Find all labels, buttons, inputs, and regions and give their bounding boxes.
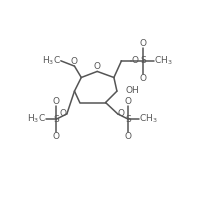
Text: O: O xyxy=(131,56,138,65)
Text: S: S xyxy=(125,115,130,124)
Text: O: O xyxy=(139,74,146,83)
Text: O: O xyxy=(71,57,78,66)
Text: O: O xyxy=(117,109,124,118)
Text: CH$_3$: CH$_3$ xyxy=(138,113,157,125)
Text: O: O xyxy=(60,109,66,118)
Text: O: O xyxy=(139,39,146,48)
Text: S: S xyxy=(140,56,146,65)
Text: H$_3$C: H$_3$C xyxy=(27,113,45,125)
Text: CH$_3$: CH$_3$ xyxy=(153,55,172,67)
Text: O: O xyxy=(53,132,59,141)
Text: S: S xyxy=(53,115,59,124)
Text: O: O xyxy=(124,97,131,106)
Text: OH: OH xyxy=(125,86,138,95)
Text: O: O xyxy=(93,62,100,72)
Text: O: O xyxy=(53,97,59,106)
Text: H$_3$C: H$_3$C xyxy=(42,55,61,67)
Text: O: O xyxy=(124,132,131,141)
